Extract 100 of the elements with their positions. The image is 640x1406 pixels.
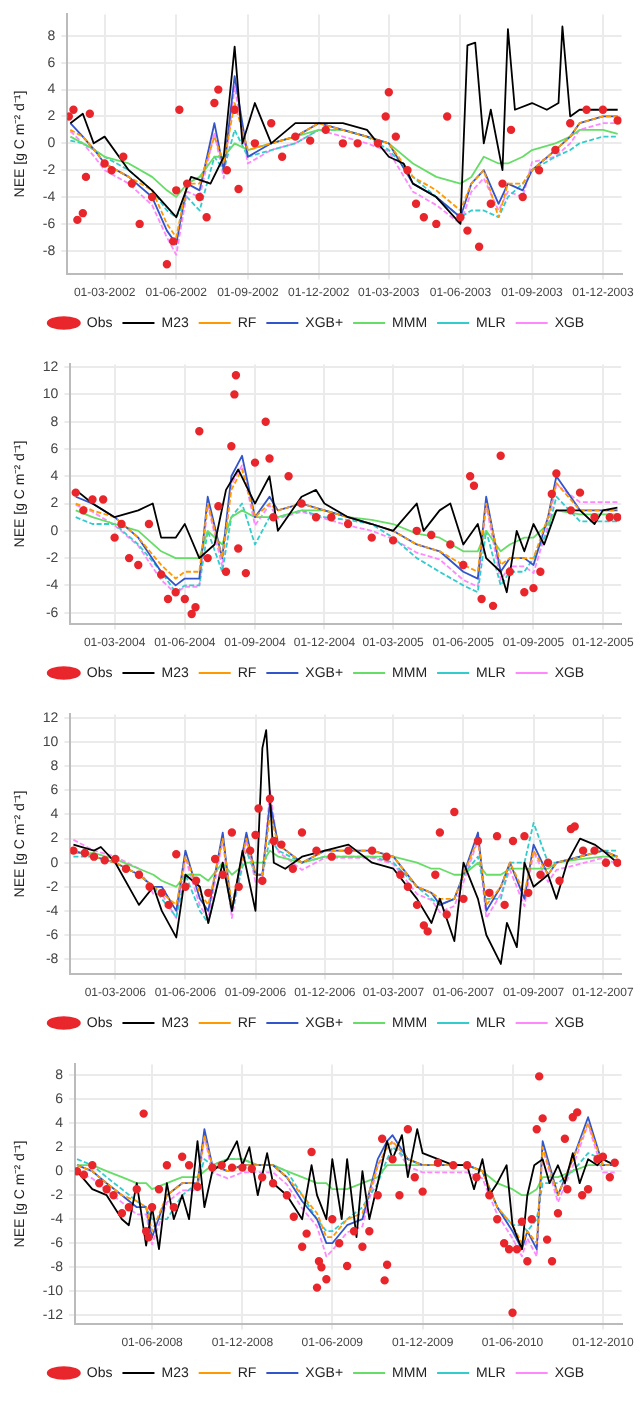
- point: [245, 846, 255, 855]
- point: [214, 502, 223, 511]
- point: [251, 830, 260, 840]
- point: [231, 371, 241, 380]
- point: [613, 116, 622, 125]
- point: [147, 192, 157, 202]
- point: [442, 112, 452, 121]
- point: [485, 888, 494, 898]
- point: [79, 506, 88, 515]
- point: [265, 794, 275, 803]
- point: [613, 858, 622, 867]
- point: [601, 858, 611, 867]
- point: [459, 894, 468, 904]
- point: [210, 98, 219, 108]
- point: [343, 519, 353, 529]
- point: [367, 533, 376, 542]
- point: [234, 882, 243, 891]
- point: [182, 179, 192, 188]
- point: [412, 526, 421, 536]
- point: [590, 512, 599, 522]
- point: [590, 846, 599, 855]
- point: [254, 804, 263, 813]
- point: [575, 488, 585, 497]
- point: [391, 132, 401, 141]
- point: [291, 132, 300, 141]
- point: [327, 852, 336, 861]
- point: [598, 105, 608, 114]
- point: [435, 828, 445, 837]
- point: [110, 533, 119, 542]
- point: [172, 850, 181, 859]
- point: [288, 864, 298, 873]
- point: [164, 900, 173, 910]
- point: [547, 489, 556, 499]
- point: [566, 506, 576, 515]
- point: [100, 159, 109, 168]
- point: [117, 519, 126, 529]
- point: [459, 560, 468, 570]
- point: [524, 888, 533, 898]
- point: [297, 499, 306, 508]
- point: [496, 451, 505, 460]
- point: [344, 846, 353, 855]
- point: [227, 828, 237, 837]
- point: [73, 215, 82, 225]
- point: [419, 212, 429, 222]
- point: [463, 226, 472, 235]
- point: [162, 260, 172, 269]
- point: [100, 856, 109, 865]
- point: [241, 568, 251, 578]
- point: [403, 165, 412, 175]
- point: [432, 219, 441, 229]
- point: [311, 512, 321, 522]
- point: [145, 882, 154, 891]
- point: [520, 831, 529, 841]
- point: [171, 588, 180, 597]
- point: [163, 594, 173, 604]
- point: [338, 139, 348, 148]
- point: [261, 417, 270, 426]
- point: [119, 152, 128, 161]
- point: [381, 112, 390, 121]
- point: [78, 208, 88, 218]
- point: [373, 139, 383, 148]
- point: [474, 242, 484, 251]
- point: [312, 846, 321, 855]
- point: [202, 212, 211, 222]
- point: [124, 553, 134, 563]
- point: [284, 472, 293, 481]
- point: [69, 105, 78, 114]
- point: [552, 469, 561, 478]
- point: [305, 136, 315, 145]
- point: [89, 852, 99, 861]
- point: [403, 882, 413, 891]
- point: [321, 125, 330, 135]
- point: [423, 927, 432, 936]
- point: [195, 192, 204, 202]
- point: [250, 139, 260, 148]
- point: [442, 910, 451, 919]
- point: [172, 186, 181, 195]
- point: [353, 139, 362, 148]
- point: [505, 567, 515, 576]
- point: [277, 152, 287, 161]
- point: [500, 900, 509, 910]
- point: [144, 519, 154, 529]
- point: [578, 846, 588, 855]
- point: [67, 112, 74, 121]
- point: [210, 854, 220, 864]
- point: [412, 900, 422, 910]
- point: [431, 870, 440, 879]
- point: [127, 179, 137, 188]
- point: [566, 118, 575, 128]
- point: [492, 831, 502, 841]
- point: [427, 530, 436, 540]
- point: [543, 858, 553, 867]
- point: [508, 836, 518, 846]
- point: [469, 481, 479, 491]
- point: [551, 145, 560, 155]
- point: [446, 540, 455, 549]
- point: [269, 512, 278, 522]
- point: [156, 570, 166, 579]
- point: [520, 588, 529, 597]
- point: [227, 442, 236, 451]
